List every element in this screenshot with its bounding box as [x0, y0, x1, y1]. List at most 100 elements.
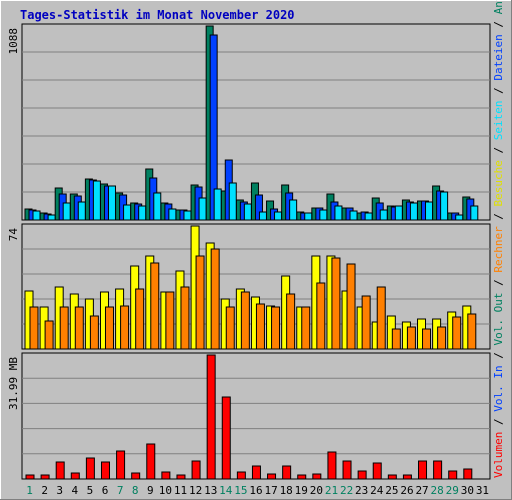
legend-sep: /	[492, 81, 505, 101]
bar-seiten-day-24	[379, 209, 388, 221]
bar-rechner-day-30	[467, 313, 477, 350]
x-tick-label-day-20: 20	[310, 484, 323, 497]
bar-seiten-day-27	[425, 201, 434, 221]
bar-seiten-day-29	[455, 214, 464, 221]
bar-rechner-day-3	[59, 306, 69, 350]
bar-rechner-day-15	[240, 291, 250, 350]
bar-seiten-day-10	[168, 208, 177, 221]
legend-sep: /	[492, 140, 505, 160]
x-tick-label-day-7: 7	[117, 484, 124, 497]
bar-seiten-day-11	[183, 210, 192, 221]
bar-seiten-day-26	[409, 202, 418, 221]
bar-rechner-day-21	[331, 257, 341, 350]
bar-rechner-day-14	[225, 306, 235, 350]
x-tick-label-day-30: 30	[461, 484, 474, 497]
bar-rechner-day-4	[74, 306, 84, 350]
bar-volumen-day-16	[251, 465, 261, 480]
bar-seiten-day-3	[62, 202, 71, 221]
bar-volumen-day-1	[25, 474, 35, 480]
x-tick-label-day-8: 8	[132, 484, 139, 497]
x-tick-label-day-15: 15	[234, 484, 247, 497]
x-tick-label-day-31: 31	[476, 484, 489, 497]
bar-seiten-day-22	[349, 210, 358, 221]
x-tick-label-day-26: 26	[400, 484, 413, 497]
legend-dateien: Dateien	[492, 34, 505, 80]
legend-volumen: Volumen	[492, 432, 505, 478]
x-tick-label-day-25: 25	[385, 484, 398, 497]
legend-rechner: Rechner	[492, 226, 505, 273]
bar-seiten-day-18	[289, 199, 298, 221]
bar-seiten-day-4	[77, 201, 86, 221]
bar-rechner-day-22	[346, 263, 356, 350]
legend-vol-in: Vol. In	[492, 365, 505, 411]
bar-seiten-day-21	[334, 205, 343, 221]
x-tick-label-day-11: 11	[174, 484, 187, 497]
bar-seiten-day-6	[107, 185, 116, 221]
bar-rechner-day-23	[361, 295, 371, 350]
bar-volumen-day-17	[267, 473, 277, 480]
bar-volumen-day-29	[448, 470, 458, 480]
bar-seiten-day-20	[319, 209, 328, 221]
x-tick-label-day-16: 16	[249, 484, 262, 497]
bar-seiten-day-23	[364, 212, 373, 221]
bar-rechner-day-11	[180, 286, 190, 350]
bar-rechner-day-16	[255, 303, 265, 350]
bar-volumen-day-13	[206, 354, 216, 480]
x-tick-label-day-29: 29	[446, 484, 459, 497]
x-tick-label-day-5: 5	[87, 484, 94, 497]
bar-rechner-day-1	[29, 306, 39, 350]
x-tick-label-day-2: 2	[41, 484, 48, 497]
bar-rechner-day-7	[120, 305, 130, 350]
bar-rechner-day-28	[437, 326, 447, 350]
bar-rechner-day-8	[135, 288, 145, 350]
bar-seiten-day-30	[470, 205, 479, 221]
x-tick-label-day-9: 9	[147, 484, 154, 497]
bar-seiten-day-15	[243, 203, 252, 221]
x-tick-label-day-14: 14	[219, 484, 233, 497]
bar-volumen-day-28	[433, 460, 443, 480]
bar-volumen-day-23	[357, 470, 367, 480]
x-tick-label-day-3: 3	[56, 484, 63, 497]
x-tick-label-day-6: 6	[102, 484, 109, 497]
x-tick-label-day-10: 10	[159, 484, 172, 497]
x-tick-label-day-23: 23	[355, 484, 368, 497]
x-tick-label-day-21: 21	[325, 484, 338, 497]
legend-sep: /	[492, 412, 505, 432]
x-tick-label-day-12: 12	[189, 484, 202, 497]
x-tick-label-day-28: 28	[431, 484, 444, 497]
bar-rechner-day-17	[271, 306, 281, 350]
bar-volumen-day-6	[100, 461, 110, 480]
bar-volumen-day-22	[342, 460, 352, 480]
bar-seiten-day-13	[213, 188, 222, 221]
bar-volumen-day-8	[131, 472, 141, 480]
bar-volumen-day-24	[372, 462, 382, 480]
bar-rechner-day-29	[452, 316, 462, 350]
bar-seiten-day-5	[92, 180, 101, 221]
x-tick-label-day-19: 19	[295, 484, 308, 497]
bar-volumen-day-19	[297, 474, 307, 480]
bar-volumen-day-14	[221, 396, 231, 480]
bar-rechner-day-26	[406, 326, 416, 350]
bar-seiten-day-16	[258, 211, 267, 221]
bar-volumen-day-4	[70, 472, 80, 480]
panel-2-ymax-label: 74	[7, 228, 20, 242]
bar-rechner-day-5	[89, 315, 99, 350]
bar-volumen-day-11	[176, 474, 186, 480]
bar-volumen-day-5	[85, 457, 95, 480]
x-tick-label-day-24: 24	[370, 484, 384, 497]
bar-rechner-day-13	[210, 248, 220, 350]
bar-volumen-day-2	[40, 474, 50, 480]
bar-rechner-day-6	[104, 306, 114, 350]
x-tick-label-day-13: 13	[204, 484, 217, 497]
bar-volumen-day-26	[402, 474, 412, 480]
bar-rechner-day-19	[301, 306, 311, 350]
bar-volumen-day-12	[191, 460, 201, 480]
bar-rechner-day-24	[376, 286, 386, 350]
bar-volumen-day-21	[327, 451, 337, 480]
right-legend: Volumen / Vol. In / Vol. Out / Rechner /…	[492, 0, 505, 478]
legend-sep: /	[492, 346, 505, 366]
bar-volumen-day-25	[387, 474, 397, 480]
bar-rechner-day-10	[165, 291, 175, 350]
bar-seiten-day-12	[198, 197, 207, 221]
x-tick-label-day-22: 22	[340, 484, 353, 497]
